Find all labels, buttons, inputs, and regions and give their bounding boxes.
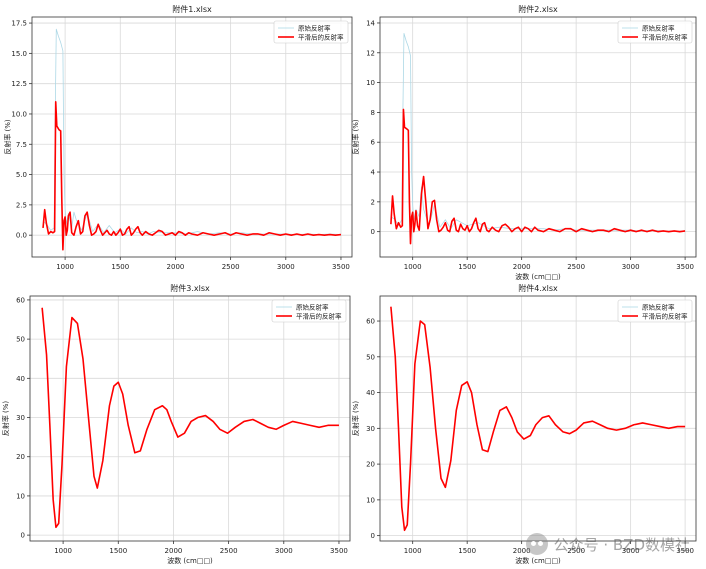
chart-4-x-tick-label: 1000 — [404, 547, 422, 555]
chart-1-x-tick-label: 2500 — [222, 263, 240, 271]
chart-3-x-tick-label: 2000 — [165, 547, 183, 555]
chart-4-y-tick-label: 50 — [366, 353, 375, 361]
chart-4-x-tick-label: 3500 — [676, 547, 694, 555]
chart-2-x-axis-label: 波数 (cm□□) — [515, 272, 561, 281]
chart-1: 1000 1500 2000 2500 3000 3500 0.0 2.5 5.0 7.5 10.0… — [3, 4, 353, 271]
chart-4-legend-label-raw: 原始反射率 — [642, 303, 675, 312]
chart-1-x-tick-label: 1500 — [111, 263, 129, 271]
chart-3-x-tick-label: 3500 — [330, 547, 348, 555]
chart-1-series-smoothed-line — [42, 101, 342, 251]
chart-1-axes-frame — [31, 16, 353, 258]
chart-3-y-tick-label: 20 — [16, 453, 25, 461]
chart-2-y-tick-label: 6 — [371, 139, 376, 147]
chart-2-y-tick-label: 8 — [371, 109, 375, 117]
chart-1-title: 附件1.xlsx — [172, 4, 212, 14]
watermark-text: 公众号 · BZD数模社 — [553, 535, 690, 554]
chart-4-y-tick-label: 30 — [366, 425, 375, 433]
chart-4-x-tick-label: 2000 — [513, 547, 531, 555]
chart-3-axes-frame — [29, 295, 351, 542]
chart-2-x-tick-label: 3000 — [622, 263, 640, 271]
chart-2-y-axis-label: 反射率 (%) — [351, 119, 360, 155]
chart-2-axes-frame — [379, 16, 697, 258]
chart-4-y-tick-label: 60 — [366, 318, 375, 326]
chart-3-plot-area — [30, 296, 350, 541]
chart-4: 1000 1500 2000 2500 3000 3500 0 10 20 30 40 50 60 附件4… — [351, 283, 697, 565]
chart-4-x-tick-label: 3000 — [622, 547, 640, 555]
chart-2-x-tick-label: 1000 — [404, 263, 422, 271]
chart-4-x-tick-label: 1500 — [458, 547, 476, 555]
chart-2-legend-label-smoothed: 平滑后的反射率 — [642, 33, 688, 42]
chart-1-y-tick-label: 10.0 — [11, 110, 27, 118]
chart-2-y-tick-label: 12 — [366, 49, 375, 57]
chart-3-y-axis-label: 反射率 (%) — [1, 401, 10, 437]
chart-2-x-tick-label: 2500 — [567, 263, 585, 271]
chart-1-x-tick-label: 2000 — [167, 263, 185, 271]
chart-1-legend-label-smoothed: 平滑后的反射率 — [298, 33, 344, 42]
chart-1-y-tick-label: 7.5 — [16, 141, 27, 149]
chart-1-y-tick-label: 12.5 — [11, 80, 27, 88]
chart-4-y-tick-label: 0 — [371, 532, 375, 540]
chart-4-legend-label-smoothed: 平滑后的反射率 — [642, 312, 688, 321]
chart-1-x-tick-label: 1000 — [56, 263, 74, 271]
chart-3-x-tick-label: 2500 — [220, 547, 238, 555]
chart-2-y-tick-label: 2 — [371, 198, 375, 206]
chart-1-y-tick-label: 15.0 — [11, 50, 27, 58]
chart-3-legend-label-smoothed: 平滑后的反射率 — [296, 312, 342, 321]
chart-2-series-raw-line — [390, 33, 686, 232]
chart-2-y-tick-label: 4 — [371, 169, 376, 177]
chart-3-series-smoothed-line — [41, 307, 339, 529]
chart-1-x-tick-label: 3000 — [277, 263, 295, 271]
chart-2-legend-label-raw: 原始反射率 — [642, 24, 675, 33]
chart-2-x-tick-label: 2000 — [513, 263, 531, 271]
chart-2: 1000 1500 2000 2500 3000 3500 0 2 4 6 8 10 12 14 附件2.x… — [351, 4, 697, 281]
chart-1-y-tick-label: 0.0 — [16, 232, 27, 240]
chart-3-y-tick-label: 50 — [16, 336, 25, 344]
chart-3-x-tick-label: 3000 — [275, 547, 293, 555]
chart-1-x-tick-label: 3500 — [332, 263, 350, 271]
chart-3: 1000 1500 2000 2500 3000 3500 0 10 20 30 40 50 60 附件3… — [1, 283, 351, 565]
chart-3-y-tick-label: 40 — [16, 375, 25, 383]
chart-4-series-smoothed-line — [390, 306, 686, 532]
chart-3-y-tick-label: 30 — [16, 414, 25, 422]
chart-3-x-axis-label: 波数 (cm□□) — [167, 556, 213, 565]
chart-2-title: 附件2.xlsx — [518, 4, 558, 14]
chart-2-y-tick-label: 0 — [371, 228, 375, 236]
chart-3-y-tick-label: 10 — [16, 492, 25, 500]
chart-2-plot-area — [380, 17, 696, 257]
chart-3-y-tick-label: 60 — [16, 296, 25, 304]
watermark: 公众号 · BZD数模社 — [525, 533, 690, 555]
chart-4-x-axis-label: 波数 (cm□□) — [515, 556, 561, 565]
chart-2-x-tick-label: 3500 — [676, 263, 694, 271]
chart-1-y-tick-label: 17.5 — [11, 20, 27, 28]
chart-4-title: 附件4.xlsx — [518, 283, 558, 293]
chart-1-legend-label-raw: 原始反射率 — [298, 24, 331, 33]
chart-4-y-tick-label: 40 — [366, 389, 375, 397]
chart-4-y-axis-label: 反射率 (%) — [351, 401, 360, 437]
chart-4-y-tick-label: 10 — [366, 496, 375, 504]
chart-2-series-smoothed-line — [390, 108, 686, 245]
chart-4-y-tick-label: 20 — [366, 461, 375, 469]
chart-1-y-tick-label: 2.5 — [16, 201, 27, 209]
chart-1-y-axis-label: 反射率 (%) — [3, 119, 12, 155]
chart-1-y-tick-label: 5.0 — [16, 171, 27, 179]
chart-3-y-tick-label: 0 — [21, 532, 25, 540]
chart-3-title: 附件3.xlsx — [170, 283, 210, 293]
chart-3-x-tick-label: 1500 — [109, 547, 127, 555]
chart-3-legend-label-raw: 原始反射率 — [296, 303, 329, 312]
chart-3-x-tick-label: 1000 — [54, 547, 72, 555]
chart-2-y-tick-label: 14 — [366, 19, 375, 27]
chart-4-plot-area — [380, 296, 696, 541]
wechat-icon — [525, 533, 548, 555]
chart-4-x-tick-label: 2500 — [567, 547, 585, 555]
chart-2-x-tick-label: 1500 — [458, 263, 476, 271]
chart-2-y-tick-label: 10 — [366, 79, 375, 87]
